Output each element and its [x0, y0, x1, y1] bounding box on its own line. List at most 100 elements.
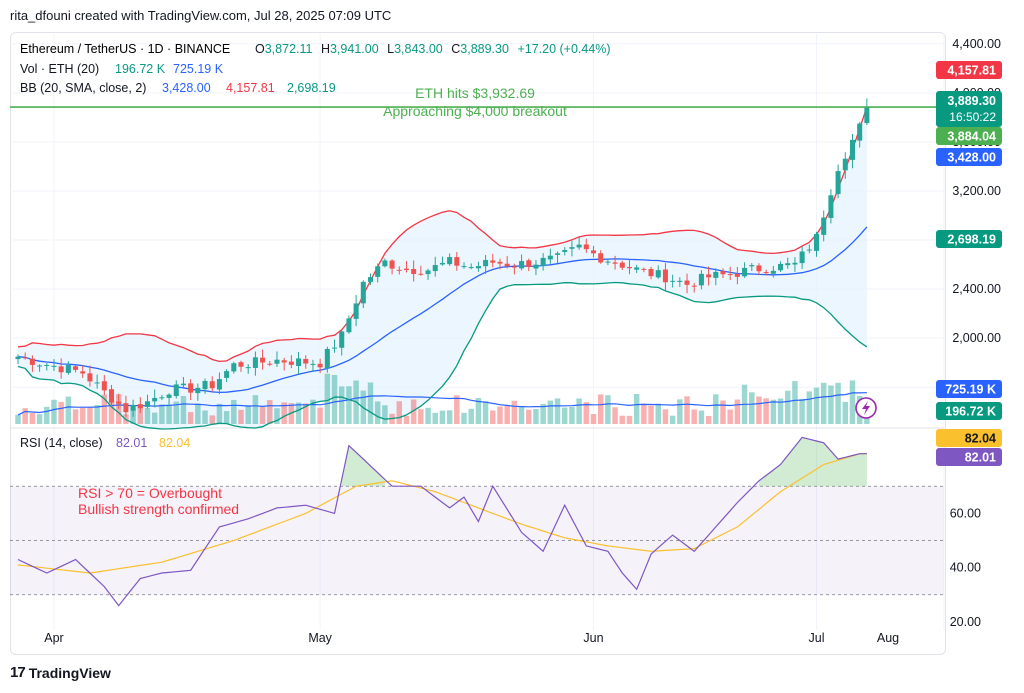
- price-tick-label: 2,000.00: [952, 331, 1001, 345]
- rsi-tick-label: 40.00: [950, 561, 981, 575]
- candle-body: [691, 285, 697, 287]
- candle-body: [461, 266, 467, 268]
- candle-body: [44, 364, 50, 366]
- volume-bar: [202, 410, 208, 424]
- candle-body: [626, 266, 632, 269]
- volume-bar: [785, 390, 791, 424]
- candle-body: [770, 270, 776, 274]
- candle-body: [396, 269, 402, 271]
- lightning-icon[interactable]: [855, 397, 877, 419]
- volume-bar: [835, 382, 841, 424]
- volume-bar: [669, 415, 676, 424]
- volume-bar: [698, 410, 705, 424]
- badge-upper-bg: [936, 61, 1002, 79]
- volume-bar: [324, 373, 331, 424]
- volume-bar: [382, 405, 388, 424]
- candle-body: [576, 244, 582, 248]
- candle-body: [813, 233, 820, 251]
- badge-vol-ma-bg: [936, 380, 1002, 398]
- volume-bar: [94, 405, 100, 424]
- volume-bar: [720, 400, 726, 424]
- candle-body: [569, 247, 575, 249]
- volume-bar: [159, 404, 165, 424]
- volume-bar: [547, 400, 554, 424]
- candle-body: [684, 280, 690, 285]
- candle-body: [727, 274, 733, 276]
- volume-bar: [15, 414, 21, 424]
- price-tick-label: 3,200.00: [952, 184, 1001, 198]
- candle-body: [216, 379, 222, 390]
- candle-body: [22, 357, 28, 359]
- candle-body: [339, 331, 345, 348]
- candle-body: [367, 277, 374, 282]
- candle-body: [58, 366, 64, 373]
- candle-body: [605, 261, 611, 263]
- candle-body: [634, 267, 640, 270]
- rsi-tick-label: 20.00: [950, 615, 981, 629]
- volume-bar: [80, 407, 86, 424]
- volume-bar: [583, 402, 590, 424]
- candle-body: [116, 401, 122, 404]
- candle-body: [188, 383, 194, 393]
- volume-ma-line: [17, 392, 867, 416]
- time-tick-label: Aug: [877, 631, 899, 645]
- candle-body: [180, 383, 186, 386]
- volume-bar: [295, 402, 302, 424]
- candle-body: [173, 384, 179, 397]
- volume-bar: [51, 399, 57, 424]
- volume-bar: [677, 399, 683, 424]
- volume-bar: [770, 399, 777, 424]
- candle-body: [720, 271, 726, 275]
- candle-body: [109, 389, 115, 403]
- candle-body: [245, 367, 251, 369]
- rsi-tick-label: 60.00: [950, 506, 981, 520]
- volume-bar: [72, 409, 79, 424]
- volume-bar: [626, 415, 633, 424]
- badge-rsi-ma-bg: [936, 429, 1002, 447]
- volume-bar: [561, 407, 568, 424]
- candle-body: [209, 381, 215, 389]
- time-tick-label: May: [308, 631, 332, 645]
- time-tick-label: Jun: [583, 631, 603, 645]
- candle-body: [224, 371, 230, 378]
- badge-mid-bg: [936, 148, 1002, 166]
- candle-body: [15, 356, 21, 360]
- volume-bar: [461, 412, 467, 424]
- volume-bar: [396, 401, 403, 424]
- volume-bar: [216, 403, 223, 424]
- volume-bar: [482, 401, 489, 424]
- volume-bar: [569, 406, 575, 424]
- volume-bar: [842, 401, 849, 424]
- candle-body: [375, 266, 381, 277]
- volume-bar: [619, 415, 626, 424]
- volume-bar: [727, 409, 733, 424]
- candle-body: [267, 363, 273, 365]
- volume-bar: [338, 386, 345, 424]
- volume-bar: [813, 387, 820, 424]
- volume-bar: [418, 409, 424, 424]
- volume-bar: [511, 400, 518, 424]
- volume-bar: [65, 396, 72, 424]
- volume-bar: [446, 410, 453, 424]
- candle-body: [382, 260, 388, 267]
- tradingview-logo: 17 TradingView: [10, 664, 111, 681]
- candle-body: [785, 263, 791, 266]
- candle-body: [447, 257, 453, 265]
- badge-last: 3,889.30: [947, 94, 996, 108]
- volume-bar: [612, 407, 618, 424]
- candle-body: [749, 265, 755, 267]
- annotation-approach: Approaching $4,000 breakout: [383, 103, 567, 119]
- volume-bar: [526, 409, 532, 424]
- brand-name: TradingView: [28, 664, 111, 681]
- legend-rsi: RSI (14, close) 82.01 82.04: [20, 436, 190, 450]
- badge-hline-bg: [936, 127, 1002, 145]
- candle-body: [303, 358, 309, 364]
- candle-body: [296, 358, 302, 366]
- candle-body: [332, 347, 338, 349]
- candle-body: [504, 263, 510, 267]
- badge-rsi-ma: 82.04: [965, 432, 996, 446]
- price-tick-label: 4,400.00: [952, 37, 1001, 51]
- volume-bar: [734, 399, 741, 424]
- candle-body: [238, 362, 244, 367]
